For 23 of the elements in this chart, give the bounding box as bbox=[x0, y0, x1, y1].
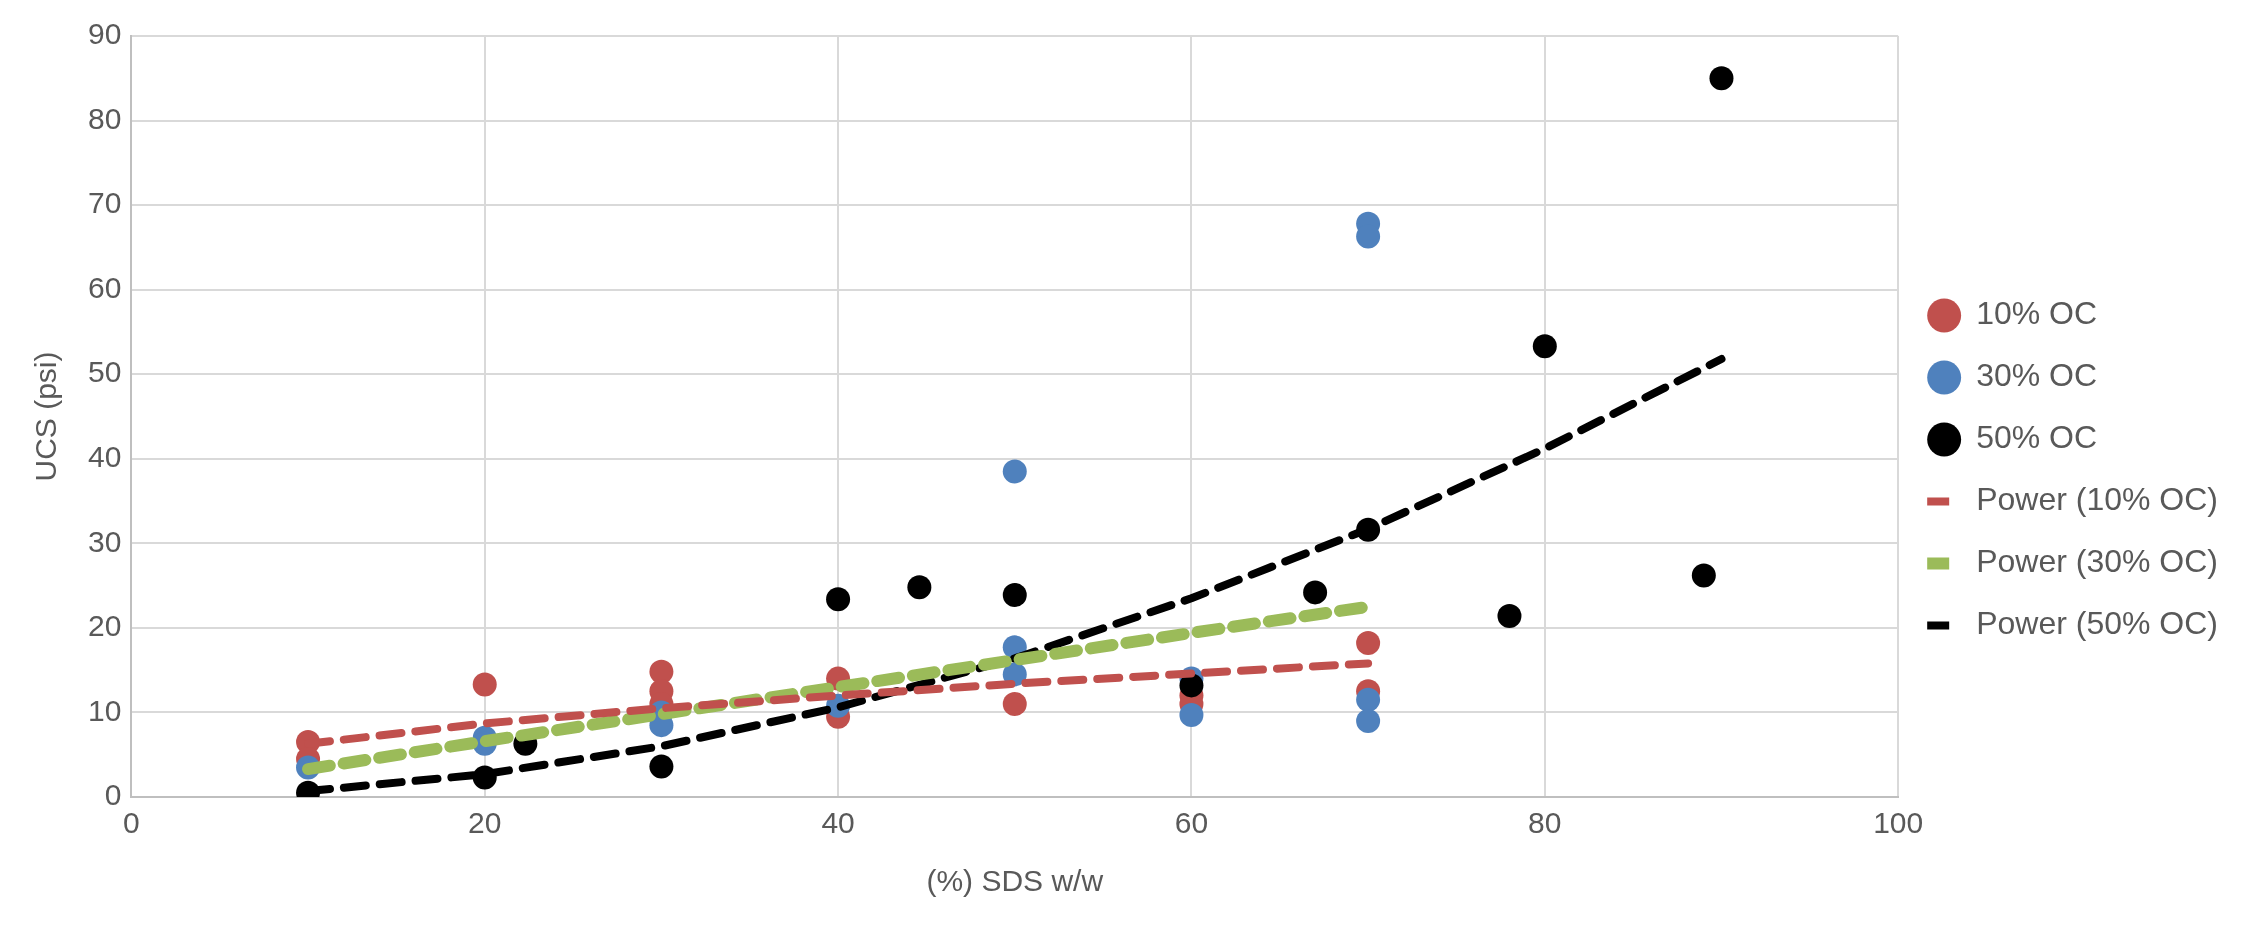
y-tick-label: 90 bbox=[87, 17, 122, 51]
x-tick-label: 20 bbox=[468, 806, 502, 840]
y-tick-label: 20 bbox=[87, 609, 122, 643]
y-tick-label: 0 bbox=[104, 778, 122, 812]
x-tick-label: 100 bbox=[1873, 806, 1924, 840]
legend-label: Power (50% OC) bbox=[1976, 605, 2218, 642]
x-tick-label: 40 bbox=[821, 806, 855, 840]
x-axis-title: (%) SDS w/w bbox=[926, 864, 1104, 898]
y-tick-label: 60 bbox=[87, 270, 122, 304]
x-tick-label: 60 bbox=[1174, 806, 1209, 840]
y-tick-label: 70 bbox=[87, 186, 122, 220]
legend-label: 30% OC bbox=[1976, 357, 2098, 394]
y-axis-title: UCS (psi) bbox=[29, 351, 63, 482]
y-tick-label: 40 bbox=[87, 440, 122, 474]
y-tick-label: 30 bbox=[87, 524, 122, 558]
legend-label: Power (30% OC) bbox=[1976, 543, 2218, 580]
y-tick-label: 80 bbox=[87, 101, 122, 135]
y-tick-label: 50 bbox=[87, 355, 122, 389]
y-tick-label: 10 bbox=[87, 693, 122, 727]
legend-label: Power (10% OC) bbox=[1976, 481, 2218, 518]
legend-label: 50% OC bbox=[1976, 419, 2098, 456]
legend-label: 10% OC bbox=[1976, 295, 2098, 332]
x-tick-label: 80 bbox=[1528, 806, 1562, 840]
